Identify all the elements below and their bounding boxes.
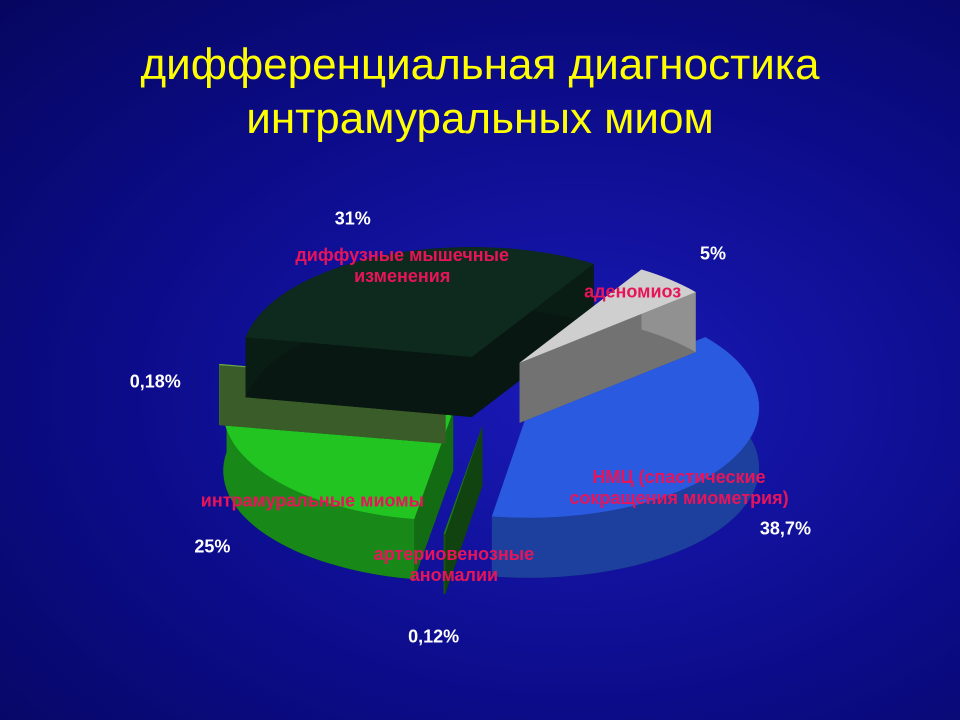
value-label: 25%	[194, 536, 231, 557]
slice	[245, 247, 594, 358]
slice-side	[519, 269, 696, 423]
slice-wall	[223, 392, 415, 580]
value-label: 0,18%	[129, 371, 181, 391]
value-label: 38,7%	[759, 518, 811, 539]
slice	[519, 269, 696, 363]
slice	[491, 337, 760, 518]
category-label: НМЦ (спастические сокращения миометрия)	[569, 466, 789, 508]
slice-wall	[491, 337, 760, 578]
category-label: диффузные мышечные изменения	[295, 245, 510, 287]
chart-title: дифференциальная диагностика интрамураль…	[140, 40, 820, 143]
slice-side	[443, 425, 483, 595]
slice	[443, 425, 483, 535]
slice-side	[245, 263, 594, 418]
value-label: 5%	[700, 243, 727, 264]
category-label: аденомиоз	[584, 281, 682, 301]
slice-wall	[443, 533, 446, 595]
category-label: артериовенозные аномалии	[373, 543, 535, 585]
category-label: интрамуральные миомы	[200, 490, 424, 511]
value-label: 0,12%	[408, 626, 460, 647]
value-label: 31%	[334, 208, 371, 229]
